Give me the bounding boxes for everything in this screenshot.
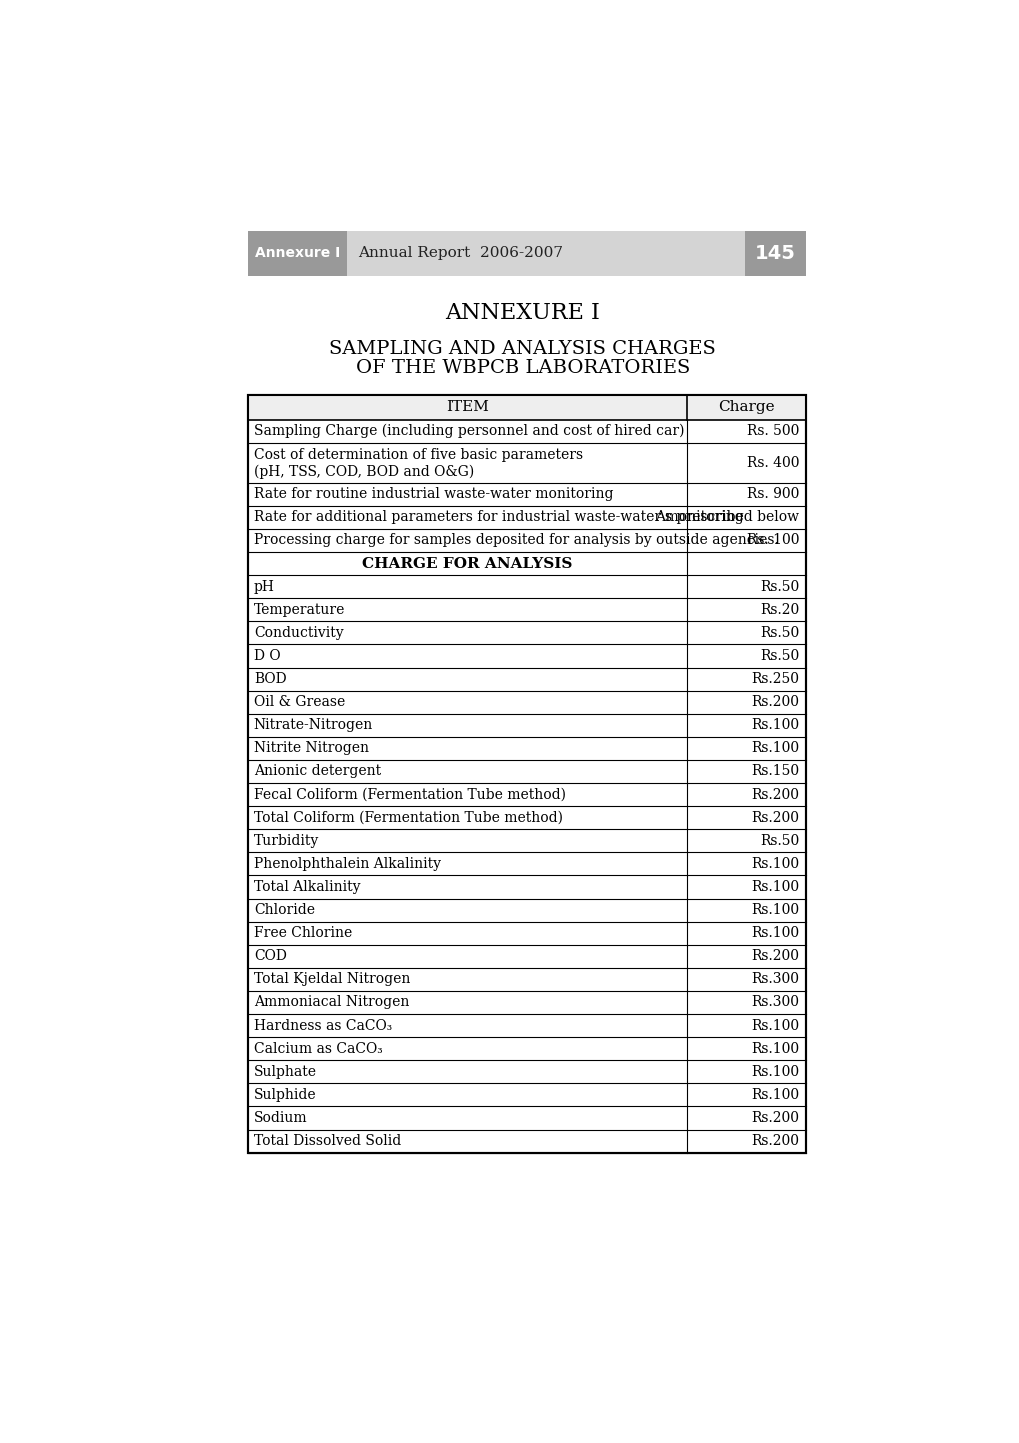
Text: Chloride: Chloride bbox=[254, 903, 315, 918]
Text: SAMPLING AND ANALYSIS CHARGES: SAMPLING AND ANALYSIS CHARGES bbox=[329, 339, 715, 358]
FancyBboxPatch shape bbox=[346, 231, 745, 276]
Text: Rs.20: Rs.20 bbox=[759, 603, 799, 616]
Text: Sodium: Sodium bbox=[254, 1111, 307, 1126]
Text: Rate for additional parameters for industrial waste-water monitoring: Rate for additional parameters for indus… bbox=[254, 511, 743, 524]
Text: Temperature: Temperature bbox=[254, 603, 344, 616]
Text: Charge: Charge bbox=[717, 400, 773, 414]
Text: Total Dissolved Solid: Total Dissolved Solid bbox=[254, 1134, 400, 1149]
Text: Rs.100: Rs.100 bbox=[751, 857, 799, 870]
Text: Rs.150: Rs.150 bbox=[751, 765, 799, 778]
Text: Total Kjeldal Nitrogen: Total Kjeldal Nitrogen bbox=[254, 973, 410, 987]
Text: Rs. 500: Rs. 500 bbox=[746, 424, 799, 439]
Text: Rs.200: Rs.200 bbox=[751, 1134, 799, 1149]
Text: D O: D O bbox=[254, 649, 280, 662]
Text: Rs.300: Rs.300 bbox=[751, 996, 799, 1010]
Text: Rs.250: Rs.250 bbox=[751, 672, 799, 685]
Text: Nitrate-Nitrogen: Nitrate-Nitrogen bbox=[254, 719, 373, 732]
Text: Rs.200: Rs.200 bbox=[751, 811, 799, 824]
Text: Sampling Charge (including personnel and cost of hired car): Sampling Charge (including personnel and… bbox=[254, 424, 684, 439]
FancyBboxPatch shape bbox=[248, 395, 805, 420]
Text: Rs.100: Rs.100 bbox=[751, 1042, 799, 1056]
Text: Rs.100: Rs.100 bbox=[751, 742, 799, 755]
Text: Turbidity: Turbidity bbox=[254, 834, 319, 847]
Text: Sulphate: Sulphate bbox=[254, 1065, 317, 1079]
Text: COD: COD bbox=[254, 949, 286, 964]
Text: (pH, TSS, COD, BOD and O&G): (pH, TSS, COD, BOD and O&G) bbox=[254, 465, 474, 479]
Text: Rs. 100: Rs. 100 bbox=[746, 534, 799, 547]
Text: BOD: BOD bbox=[254, 672, 286, 685]
Text: Total Alkalinity: Total Alkalinity bbox=[254, 880, 360, 895]
Text: Free Chlorine: Free Chlorine bbox=[254, 926, 352, 941]
Text: Rs.100: Rs.100 bbox=[751, 926, 799, 941]
Text: Rs.100: Rs.100 bbox=[751, 1065, 799, 1079]
Text: Oil & Grease: Oil & Grease bbox=[254, 696, 344, 709]
Text: Cost of determination of five basic parameters: Cost of determination of five basic para… bbox=[254, 447, 583, 462]
Text: Rs.50: Rs.50 bbox=[759, 580, 799, 593]
FancyBboxPatch shape bbox=[745, 231, 805, 276]
Text: ANNEXURE I: ANNEXURE I bbox=[445, 302, 599, 323]
Text: Rs.50: Rs.50 bbox=[759, 649, 799, 662]
Text: Rs.50: Rs.50 bbox=[759, 626, 799, 639]
Text: Rs.100: Rs.100 bbox=[751, 1019, 799, 1033]
Text: Rate for routine industrial waste-water monitoring: Rate for routine industrial waste-water … bbox=[254, 488, 612, 501]
Text: Annexure I: Annexure I bbox=[255, 247, 339, 260]
FancyBboxPatch shape bbox=[248, 395, 805, 1153]
Text: As prescribed below: As prescribed below bbox=[655, 511, 799, 524]
Text: Rs.100: Rs.100 bbox=[751, 880, 799, 895]
Text: Ammoniacal Nitrogen: Ammoniacal Nitrogen bbox=[254, 996, 409, 1010]
Text: Rs. 400: Rs. 400 bbox=[746, 456, 799, 469]
Text: Rs.100: Rs.100 bbox=[751, 1088, 799, 1102]
Text: Conductivity: Conductivity bbox=[254, 626, 343, 639]
Text: Rs.50: Rs.50 bbox=[759, 834, 799, 847]
Text: Rs.300: Rs.300 bbox=[751, 973, 799, 987]
Text: Sulphide: Sulphide bbox=[254, 1088, 316, 1102]
Text: Anionic detergent: Anionic detergent bbox=[254, 765, 380, 778]
Text: Rs.200: Rs.200 bbox=[751, 788, 799, 801]
Text: Fecal Coliform (Fermentation Tube method): Fecal Coliform (Fermentation Tube method… bbox=[254, 788, 566, 801]
Text: Rs.100: Rs.100 bbox=[751, 719, 799, 732]
Text: ITEM: ITEM bbox=[445, 400, 488, 414]
Text: pH: pH bbox=[254, 580, 274, 593]
Text: Annual Report  2006-2007: Annual Report 2006-2007 bbox=[358, 247, 562, 260]
Text: 145: 145 bbox=[754, 244, 795, 263]
Text: Rs.200: Rs.200 bbox=[751, 1111, 799, 1126]
FancyBboxPatch shape bbox=[248, 231, 346, 276]
Text: CHARGE FOR ANALYSIS: CHARGE FOR ANALYSIS bbox=[362, 557, 572, 570]
Text: Rs. 900: Rs. 900 bbox=[746, 488, 799, 501]
Text: Rs.200: Rs.200 bbox=[751, 949, 799, 964]
Text: Hardness as CaCO₃: Hardness as CaCO₃ bbox=[254, 1019, 391, 1033]
Text: Rs.100: Rs.100 bbox=[751, 903, 799, 918]
Text: Processing charge for samples deposited for analysis by outside agencies.: Processing charge for samples deposited … bbox=[254, 534, 777, 547]
Text: Nitrite Nitrogen: Nitrite Nitrogen bbox=[254, 742, 369, 755]
Text: Calcium as CaCO₃: Calcium as CaCO₃ bbox=[254, 1042, 382, 1056]
Text: Rs.200: Rs.200 bbox=[751, 696, 799, 709]
Text: OF THE WBPCB LABORATORIES: OF THE WBPCB LABORATORIES bbox=[356, 359, 689, 377]
Text: Total Coliform (Fermentation Tube method): Total Coliform (Fermentation Tube method… bbox=[254, 811, 562, 824]
Text: Phenolphthalein Alkalinity: Phenolphthalein Alkalinity bbox=[254, 857, 440, 870]
